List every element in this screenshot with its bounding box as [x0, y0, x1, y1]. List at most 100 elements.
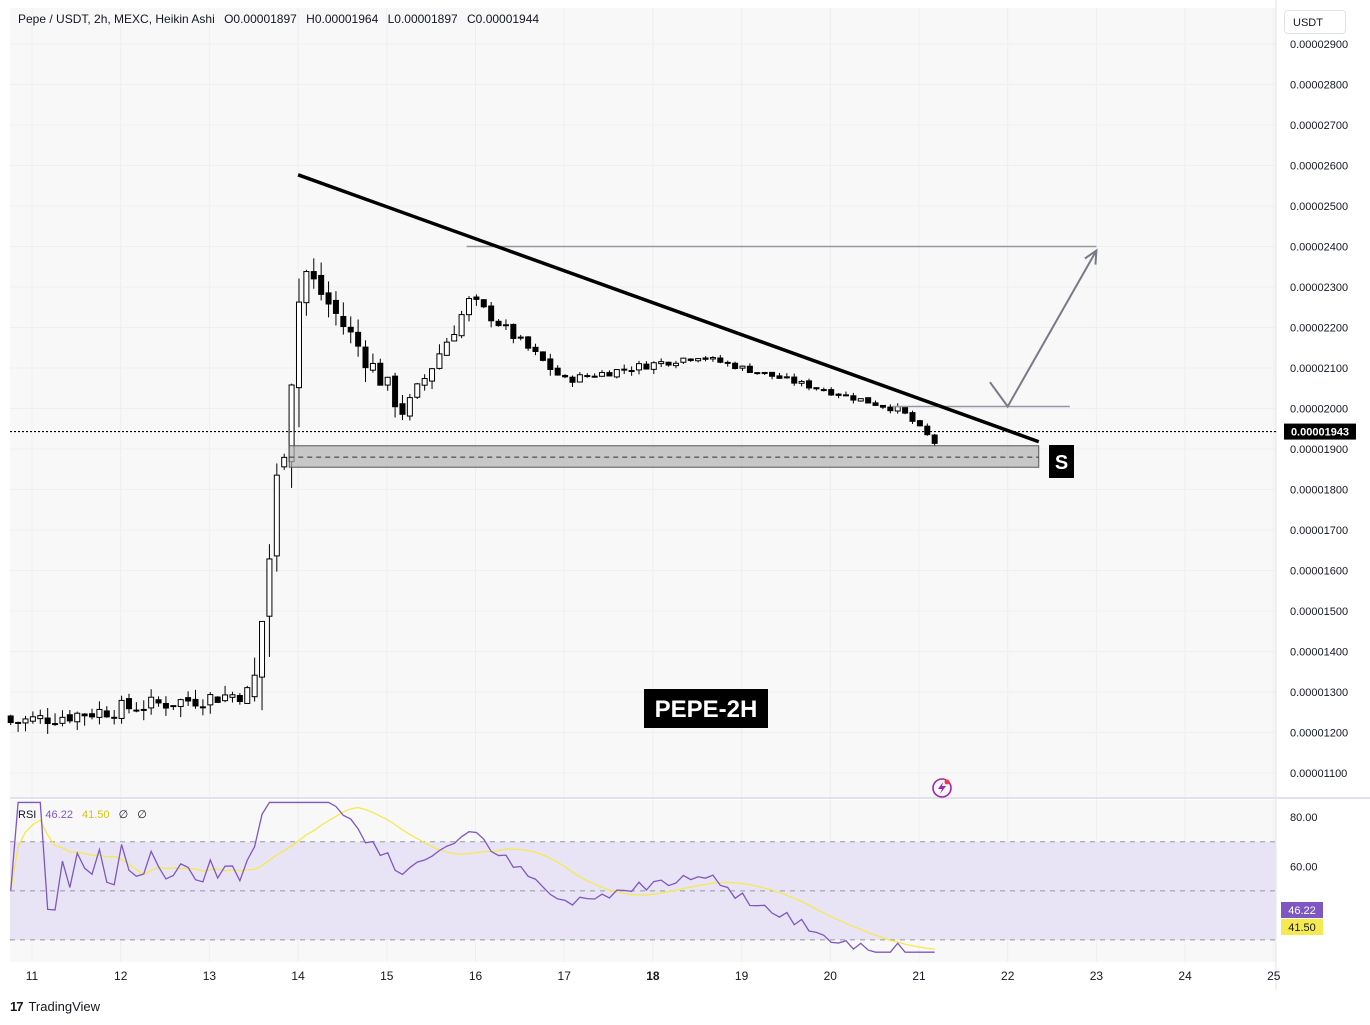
ohlc-high: H0.00001964 — [306, 12, 379, 26]
x-tick-label: 15 — [380, 969, 394, 983]
candle-body — [421, 378, 428, 386]
candle-body — [414, 383, 421, 398]
candle-body — [806, 380, 813, 389]
support-tag-label: S — [1055, 452, 1068, 474]
candle-body — [502, 324, 509, 327]
rsi-ma-value: 41.50 — [82, 809, 110, 821]
candle-body — [52, 723, 59, 726]
symbol-title[interactable]: Pepe / USDT, 2h, MEXC, Heikin Ashi — [18, 12, 215, 26]
candle-body — [185, 697, 192, 702]
candle-body — [517, 336, 524, 339]
support-zone — [288, 445, 1040, 468]
rsi-ma-line — [10, 806, 935, 950]
candle-body — [458, 314, 465, 337]
candle-body — [480, 299, 487, 308]
rsi-legend[interactable]: RSI 46.22 41.50 ∅ ∅ — [18, 808, 153, 821]
ohlc-close: C0.00001944 — [467, 12, 540, 26]
flash-icon[interactable] — [931, 777, 953, 799]
candle-body — [798, 380, 805, 384]
candle-body — [887, 406, 894, 412]
footer-brand[interactable]: 17 TradingView — [10, 999, 100, 1014]
y-tick-label: 0.00001500 — [1290, 606, 1348, 618]
candle-body — [162, 702, 169, 709]
candle-body — [133, 709, 140, 712]
x-tick-label: 17 — [558, 969, 572, 983]
candle-body — [37, 715, 44, 720]
candle-body — [783, 376, 790, 379]
candle-body — [842, 394, 849, 397]
candle-body — [828, 389, 835, 396]
watermark-label: PEPE-2H — [655, 696, 758, 723]
candle-body — [384, 376, 391, 386]
candle-body — [872, 402, 879, 406]
rsi-ma-tag-label: 41.50 — [1288, 922, 1316, 934]
rsi-value-tag-label: 46.22 — [1288, 905, 1316, 917]
candle-body — [74, 712, 81, 723]
y-tick-label: 0.00001600 — [1290, 566, 1348, 578]
ohlc-open: O0.00001897 — [224, 12, 297, 26]
y-tick-label: 0.00002400 — [1290, 242, 1348, 254]
candle-body — [658, 361, 665, 365]
candle-body — [125, 698, 132, 710]
x-tick-label: 18 — [646, 969, 660, 983]
candle-body — [835, 393, 842, 396]
x-tick-label: 24 — [1178, 969, 1192, 983]
candle-body — [746, 365, 753, 374]
y-tick-label: 0.00002000 — [1290, 404, 1348, 416]
candle-body — [857, 398, 864, 402]
rsi-value: 46.22 — [45, 809, 73, 821]
candle-body — [29, 716, 36, 722]
candle-body — [451, 334, 458, 342]
candle-body — [214, 696, 221, 703]
candle-body — [222, 694, 229, 702]
y-tick-label: 0.00002900 — [1290, 39, 1348, 51]
rsi-empty-1: ∅ — [118, 809, 129, 821]
tradingview-brand: TradingView — [28, 999, 101, 1014]
candle-body — [66, 714, 73, 722]
candle-body — [111, 716, 118, 719]
candle-body — [769, 371, 776, 377]
candle-body — [879, 404, 886, 408]
candle-body — [591, 375, 598, 378]
tradingview-logo-icon: 17 — [10, 999, 24, 1014]
candle-body — [532, 346, 539, 353]
candle-body — [687, 358, 694, 361]
candle-body — [266, 558, 273, 617]
candle-body — [377, 362, 384, 386]
candle-body — [650, 362, 657, 370]
candle-body — [636, 363, 643, 371]
candle-body — [613, 369, 620, 378]
y-tick-label: 0.00001200 — [1290, 728, 1348, 740]
x-tick-label: 19 — [735, 969, 749, 983]
x-tick-label: 12 — [114, 969, 128, 983]
candle-body — [510, 323, 517, 339]
y-tick-label: 0.00002700 — [1290, 120, 1348, 132]
candle-body — [465, 298, 472, 316]
y-tick-label: 0.00001300 — [1290, 687, 1348, 699]
candle-body — [709, 357, 716, 360]
candle-body — [702, 357, 709, 360]
candle-body — [325, 292, 332, 305]
candle-body — [443, 341, 450, 356]
y-tick-label: 0.00002300 — [1290, 282, 1348, 294]
x-tick-label: 25 — [1267, 969, 1281, 983]
candle-body — [399, 403, 406, 415]
candle-body — [761, 371, 768, 374]
candle-body — [576, 374, 583, 383]
candles-group — [7, 258, 938, 734]
candle-body — [436, 353, 443, 369]
candle-body — [606, 372, 613, 377]
candle-body — [621, 368, 628, 371]
candle-body — [281, 456, 288, 468]
candle-body — [155, 699, 162, 704]
currency-button[interactable]: USDT — [1284, 10, 1346, 34]
x-tick-label: 13 — [203, 969, 217, 983]
rsi-empty-2: ∅ — [137, 809, 147, 821]
candle-body — [554, 367, 561, 376]
candle-body — [89, 713, 96, 718]
candle-body — [665, 361, 672, 366]
candle-body — [539, 351, 546, 361]
candle-body — [584, 375, 591, 378]
candle-body — [295, 301, 302, 389]
